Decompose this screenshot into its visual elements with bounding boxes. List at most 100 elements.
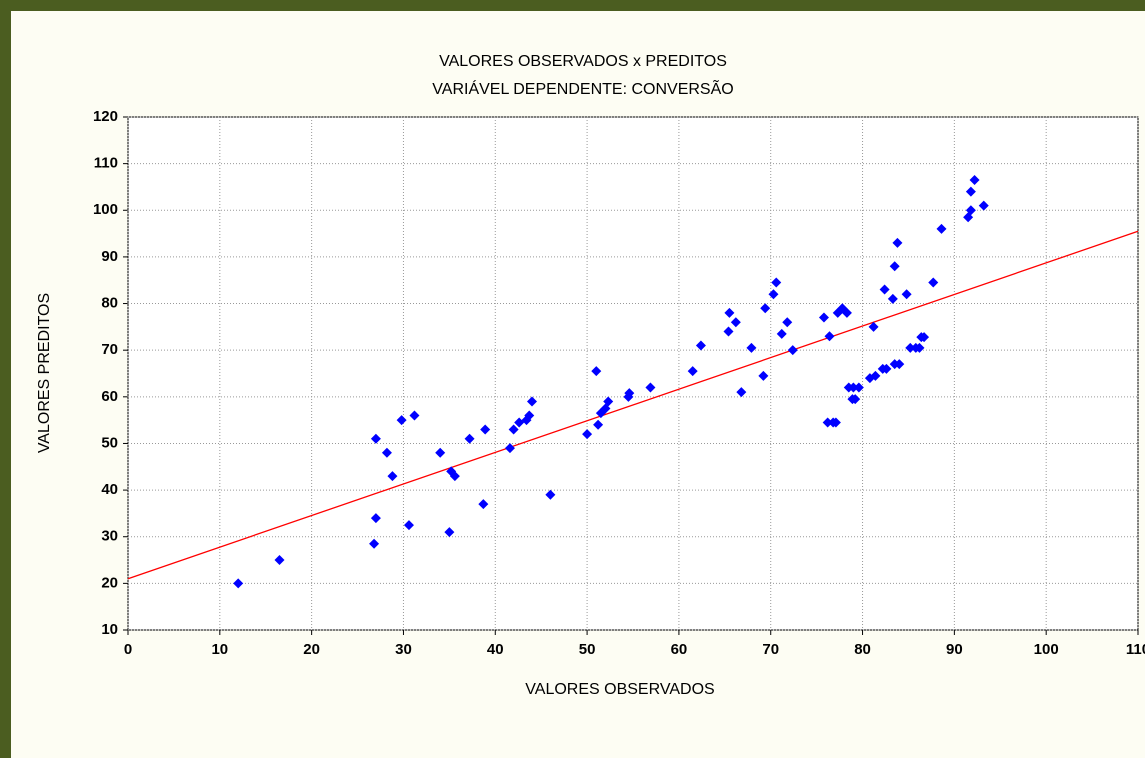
point bbox=[870, 370, 881, 381]
y-tick-label: 110 bbox=[94, 155, 118, 172]
x-tick-label: 90 bbox=[946, 641, 963, 658]
x-tick-label: 20 bbox=[303, 641, 320, 658]
point bbox=[527, 396, 537, 407]
x-tick-label: 10 bbox=[211, 641, 228, 658]
point bbox=[901, 289, 912, 300]
y-tick-label: 120 bbox=[93, 108, 118, 125]
point bbox=[978, 200, 989, 211]
point bbox=[645, 382, 656, 393]
point bbox=[892, 237, 903, 248]
point bbox=[370, 433, 381, 444]
point bbox=[369, 538, 380, 549]
point bbox=[746, 342, 757, 353]
point bbox=[514, 417, 525, 428]
point bbox=[603, 396, 614, 407]
point bbox=[591, 366, 602, 377]
frame-top bbox=[0, 0, 1145, 11]
point bbox=[969, 174, 980, 185]
point bbox=[868, 321, 879, 332]
chart-subtitle: VARIÁVEL DEPENDENTE: CONVERSÃO bbox=[432, 78, 733, 98]
point bbox=[730, 317, 741, 328]
point bbox=[850, 394, 861, 405]
point bbox=[879, 284, 890, 295]
x-tick-label: 0 bbox=[124, 641, 132, 658]
x-tick-label: 100 bbox=[1034, 641, 1059, 658]
point bbox=[830, 417, 841, 428]
fit-line bbox=[127, 230, 1139, 580]
point bbox=[776, 328, 787, 339]
point bbox=[582, 429, 593, 440]
point bbox=[624, 388, 635, 399]
point bbox=[822, 417, 833, 428]
point bbox=[480, 424, 491, 435]
point bbox=[928, 277, 939, 288]
point bbox=[736, 387, 747, 398]
point bbox=[724, 307, 735, 318]
point bbox=[274, 555, 285, 566]
point bbox=[768, 289, 779, 300]
point bbox=[894, 359, 905, 370]
point bbox=[723, 326, 734, 337]
x-tick-label: 80 bbox=[854, 641, 871, 658]
y-tick-label: 30 bbox=[101, 528, 118, 545]
point bbox=[848, 382, 859, 393]
point bbox=[760, 303, 771, 314]
point bbox=[881, 363, 892, 374]
point bbox=[387, 471, 398, 482]
point bbox=[965, 186, 976, 197]
point bbox=[787, 345, 798, 356]
point bbox=[687, 366, 698, 377]
x-axis-label: VALORES OBSERVADOS bbox=[525, 681, 714, 698]
y-tick-label: 40 bbox=[101, 481, 118, 498]
point bbox=[919, 332, 930, 343]
point bbox=[914, 342, 925, 353]
plot-area bbox=[127, 116, 1139, 631]
point bbox=[435, 447, 446, 458]
point bbox=[889, 261, 900, 272]
point bbox=[444, 527, 455, 538]
x-tick-label: 60 bbox=[671, 641, 688, 658]
point bbox=[887, 293, 898, 304]
x-tick-label: 50 bbox=[579, 641, 596, 658]
y-tick-label: 70 bbox=[101, 341, 118, 358]
y-tick-label: 10 bbox=[101, 621, 118, 638]
point bbox=[370, 513, 381, 524]
point bbox=[782, 317, 793, 328]
x-tick-label: 40 bbox=[487, 641, 504, 658]
point bbox=[524, 410, 535, 421]
point bbox=[841, 307, 852, 318]
y-tick-label: 80 bbox=[101, 295, 118, 312]
chart-title: VALORES OBSERVADOS x PREDITOS bbox=[439, 53, 727, 70]
point bbox=[758, 370, 769, 381]
frame-left bbox=[0, 0, 11, 758]
point bbox=[824, 331, 835, 342]
x-tick-label: 110 bbox=[1126, 641, 1145, 658]
point bbox=[771, 277, 782, 288]
point bbox=[818, 312, 829, 323]
point bbox=[396, 415, 407, 426]
y-tick-label: 60 bbox=[101, 388, 118, 405]
x-tick-label: 30 bbox=[395, 641, 412, 658]
point bbox=[695, 340, 706, 351]
point bbox=[508, 424, 519, 435]
y-tick-label: 50 bbox=[101, 434, 118, 451]
point bbox=[478, 499, 489, 510]
point bbox=[593, 419, 604, 430]
x-tick-label: 70 bbox=[762, 641, 779, 658]
y-axis-label: VALORES PREDITOS bbox=[36, 293, 53, 453]
point bbox=[403, 520, 414, 531]
point bbox=[905, 342, 916, 353]
y-tick-label: 100 bbox=[93, 201, 118, 218]
point bbox=[936, 223, 947, 234]
point bbox=[965, 205, 976, 216]
point bbox=[464, 433, 475, 444]
point bbox=[381, 447, 392, 458]
point bbox=[853, 382, 864, 393]
point bbox=[504, 443, 515, 454]
y-tick-label: 90 bbox=[101, 248, 118, 265]
point bbox=[449, 471, 460, 482]
point bbox=[545, 489, 556, 500]
point bbox=[233, 578, 244, 589]
y-tick-label: 20 bbox=[101, 574, 118, 591]
